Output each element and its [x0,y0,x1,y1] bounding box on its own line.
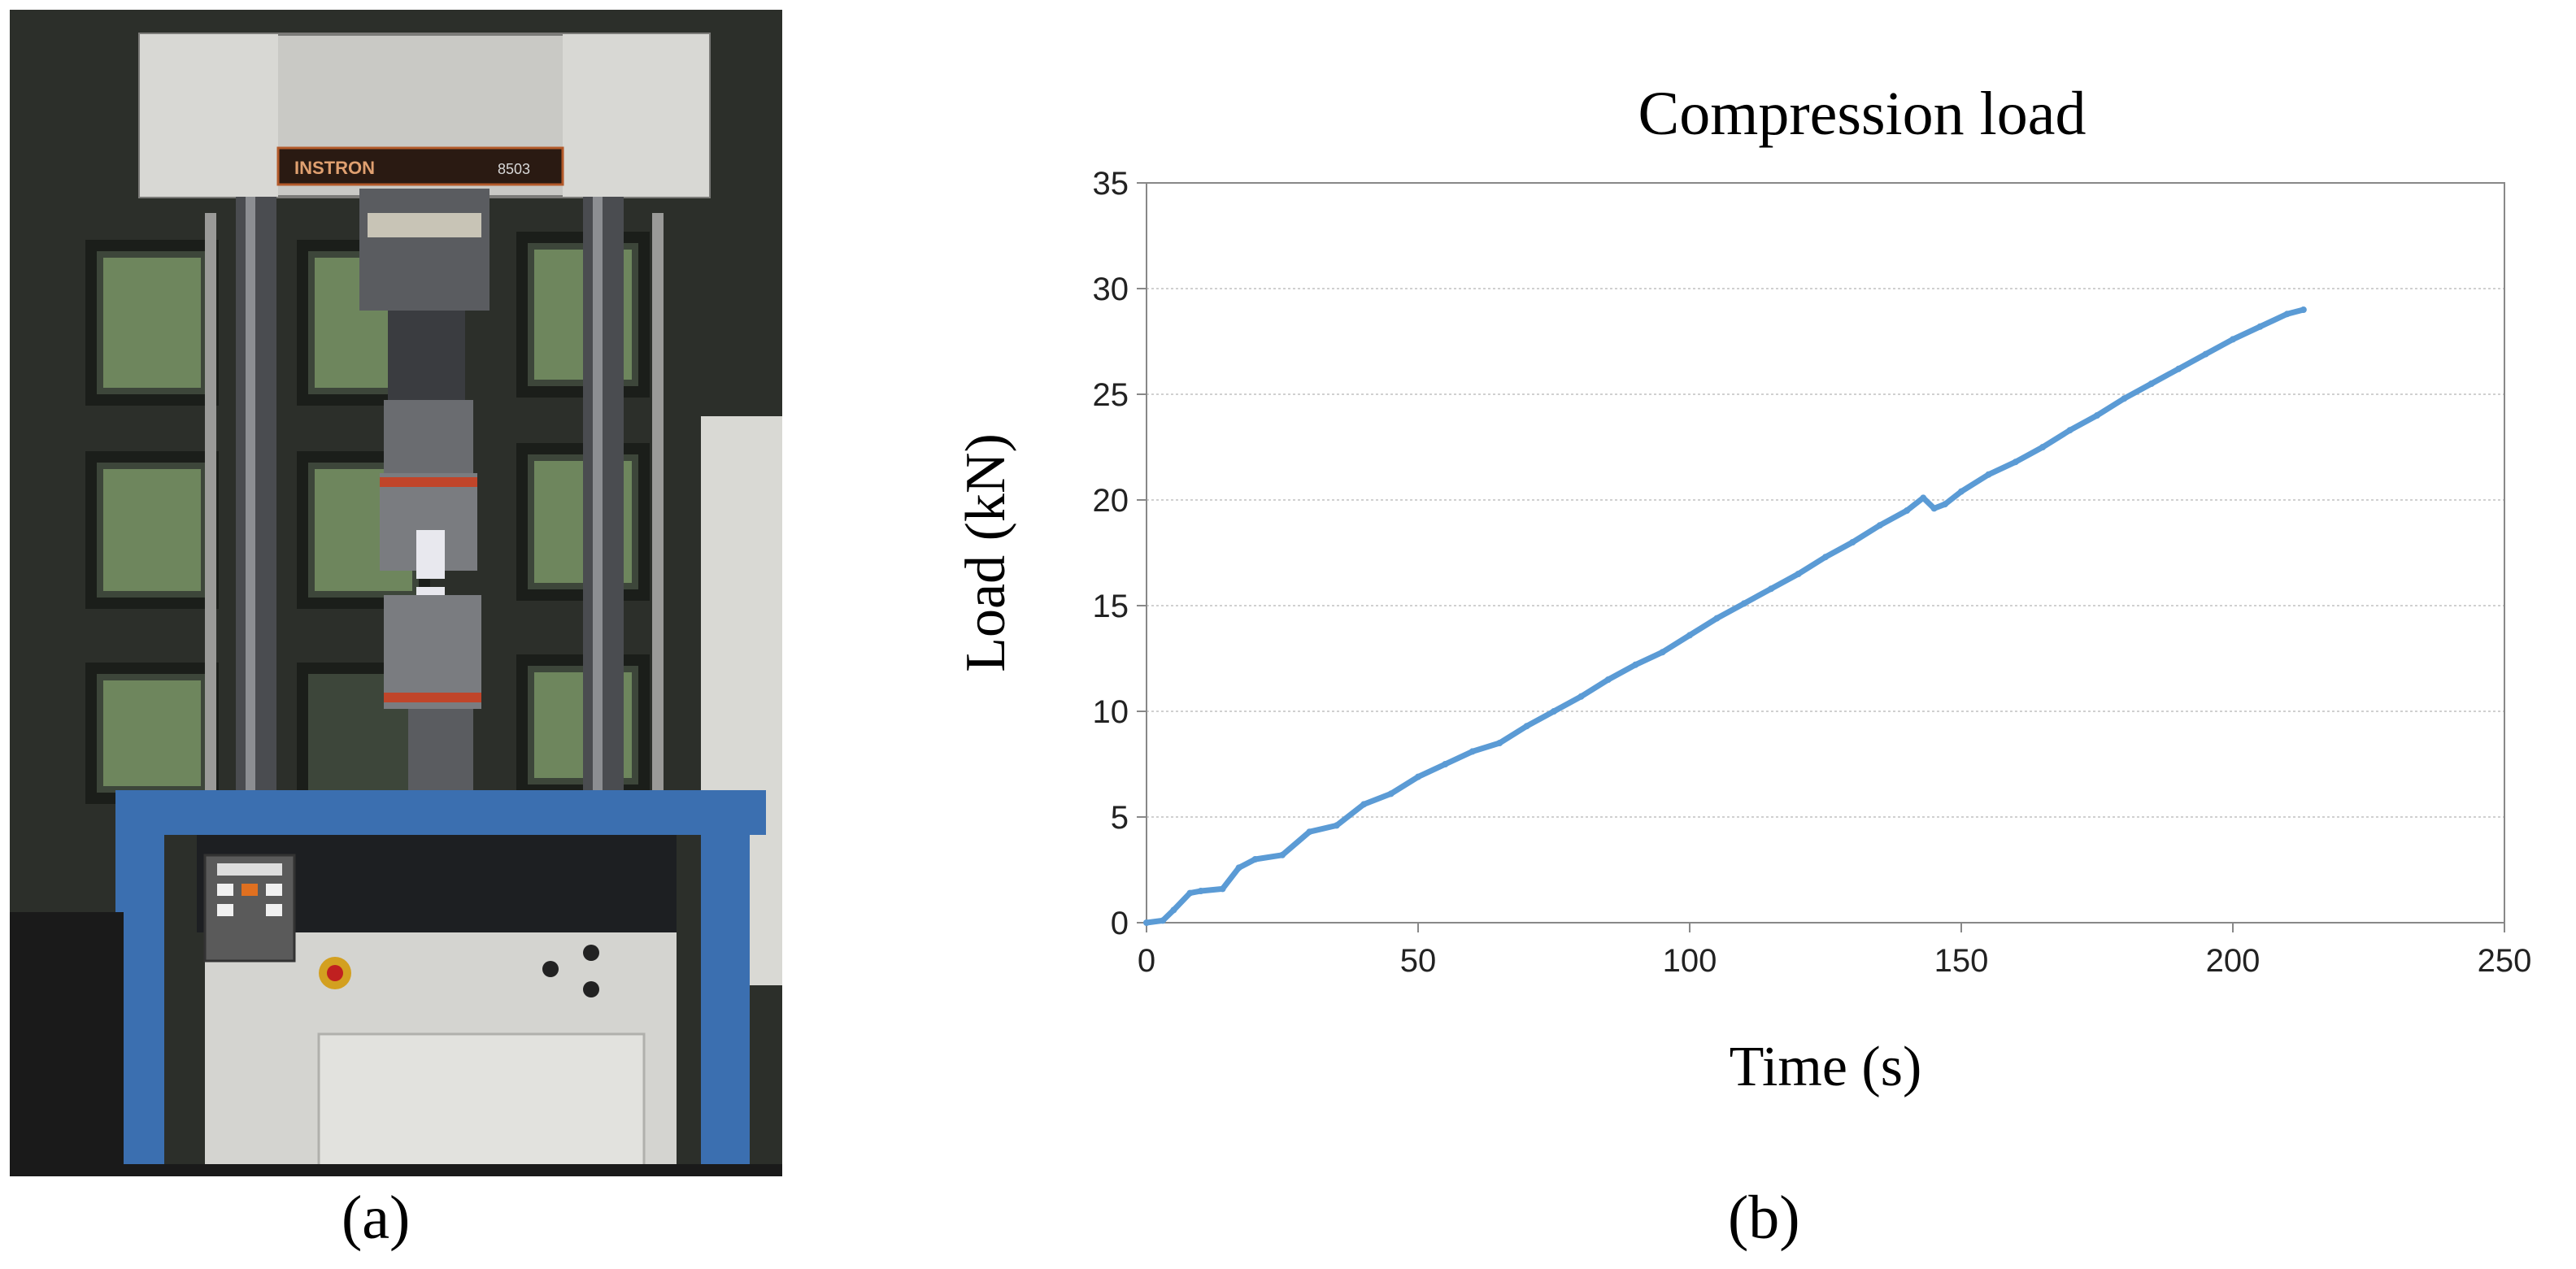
machine-model-label: 8503 [498,161,530,177]
data-point [1143,919,1150,926]
x-tick-label: 200 [2206,943,2261,979]
data-point [1251,856,1259,863]
y-tick-label: 30 [1093,272,1129,307]
data-point [2066,427,2073,434]
data-point [1496,740,1503,746]
y-tick-label: 10 [1093,694,1129,730]
data-point [1469,748,1476,755]
data-point [2300,306,2307,313]
y-tick-label: 0 [1111,906,1129,941]
data-point [2175,365,2182,372]
data-point [1279,851,1286,858]
data-point [2283,311,2291,318]
compression-load-chart: Compression load 0 5 10 15 20 25 30 35 0 50 100 15… [955,80,2532,1098]
data-point [1659,649,1666,656]
data-point [1941,501,1948,508]
data-point [1360,801,1368,808]
data-point [1740,600,1747,607]
x-tick-label: 150 [1934,943,1989,979]
data-point [1577,693,1585,700]
x-tick-label: 250 [2478,943,2532,979]
data-point [1985,471,1992,478]
data-point [2121,395,2128,402]
machine-brand-label: INSTRON [294,158,375,178]
x-tick-label: 50 [1400,943,1437,979]
data-point [1930,505,1938,512]
data-point [2039,444,2047,450]
data-point [1604,676,1612,683]
x-tick-label: 0 [1138,943,1155,979]
y-tick-label: 5 [1111,800,1129,836]
x-axis-ticks: 0 50 100 150 200 250 [1138,923,2532,979]
data-point [1333,822,1340,829]
load-series-line [1143,306,2307,926]
data-point [2256,323,2264,330]
y-tick-label: 20 [1093,483,1129,519]
data-point [1306,828,1313,836]
data-point [1523,723,1530,730]
data-point [1170,906,1177,914]
x-axis-title: Time (s) [1730,1036,1922,1098]
data-point [1442,761,1449,767]
data-point [1849,539,1856,545]
data-point [1186,889,1194,897]
data-point [1713,615,1721,622]
data-point [1876,522,1883,529]
data-point [1686,632,1693,639]
y-axis-title: Load (kN) [955,433,1017,672]
data-point [1768,585,1775,593]
data-point [2147,380,2155,387]
y-axis-ticks: 0 5 10 15 20 25 30 35 [1093,166,1147,941]
panel-label-b: (b) [1728,1184,1800,1252]
plot-area-border [1146,182,2505,924]
data-point [1920,494,1927,502]
data-point [2230,336,2236,343]
data-point [1387,790,1395,797]
data-point [2202,350,2209,358]
data-point [1904,507,1911,514]
y-tick-label: 35 [1093,166,1129,202]
chart-title: Compression load [1638,80,2086,148]
data-point [1160,917,1167,924]
data-point [1219,885,1226,893]
data-point [1551,708,1557,715]
data-point [1958,488,1965,495]
panel-label-a: (a) [342,1184,411,1252]
data-point [1415,773,1421,780]
y-tick-label: 15 [1093,589,1129,624]
data-point [1235,864,1242,871]
data-point [2012,458,2019,466]
data-point [2094,412,2100,419]
testing-machine-illustration: INSTRON 8503 [10,10,782,1176]
grid-lines [1147,288,2504,818]
data-series [1143,306,2307,926]
data-point [1632,661,1639,668]
data-point [1822,554,1829,561]
data-point [1795,571,1802,577]
data-point [1197,888,1204,894]
x-tick-label: 100 [1663,943,1717,979]
y-tick-label: 25 [1093,377,1129,413]
